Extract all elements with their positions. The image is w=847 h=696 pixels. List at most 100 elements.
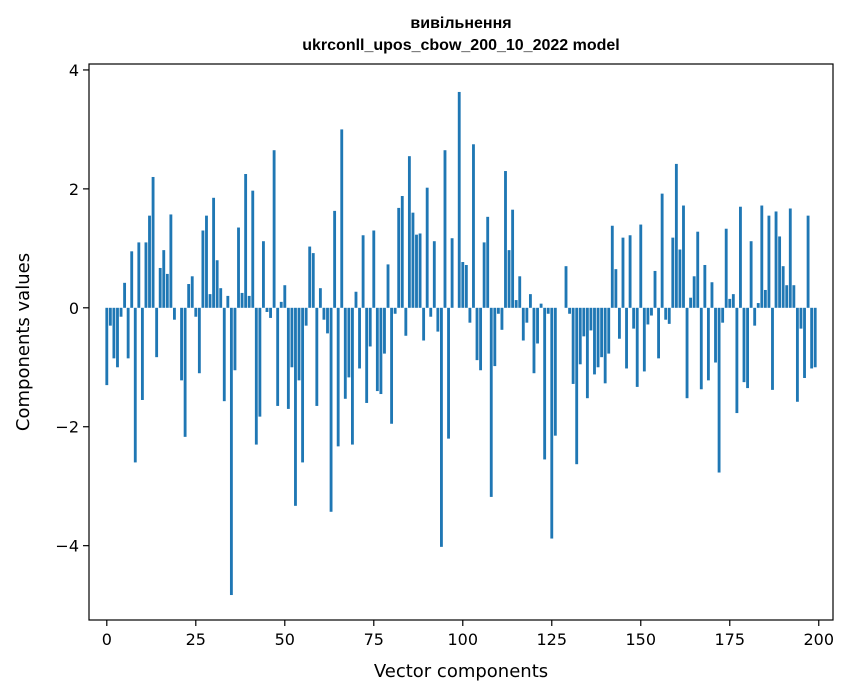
bar-184	[760, 205, 764, 308]
x-tick-label: 50	[275, 630, 295, 649]
bar-153	[650, 307, 653, 316]
bar-104	[475, 307, 479, 361]
bar-109	[493, 307, 497, 367]
bar-118	[525, 307, 529, 323]
bar-32	[219, 288, 223, 308]
bar-36	[233, 307, 237, 371]
bar-198	[810, 307, 814, 369]
x-tick-label: 25	[186, 630, 206, 649]
plot-frame	[88, 63, 834, 621]
bar-102	[468, 307, 472, 323]
x-tick-label: 125	[537, 630, 568, 649]
bar-197	[806, 215, 810, 308]
bar-176	[731, 294, 735, 308]
bar-62	[326, 307, 329, 334]
bar-182	[753, 307, 757, 326]
x-axis-label: Vector components	[374, 661, 548, 682]
bar-166	[696, 231, 700, 308]
bar-183	[756, 303, 760, 308]
bar-180	[746, 307, 749, 389]
bar-81	[393, 307, 397, 314]
bar-152	[646, 307, 650, 325]
bar-3	[116, 307, 119, 368]
bar-193	[792, 285, 796, 308]
bar-83	[400, 196, 404, 308]
bar-6	[126, 307, 130, 359]
bar-149	[635, 307, 639, 387]
bar-192	[788, 208, 792, 308]
bar-9	[137, 242, 141, 308]
bar-145	[621, 237, 625, 308]
bar-113	[507, 250, 511, 308]
bar-161	[678, 249, 682, 308]
bar-139	[600, 307, 604, 358]
bar-31	[215, 260, 219, 308]
bar-194	[795, 307, 799, 402]
bar-51	[286, 307, 290, 409]
bar-27	[201, 230, 205, 308]
bar-92	[432, 241, 436, 308]
bar-187	[771, 307, 774, 390]
bar-115	[514, 300, 518, 308]
bar-163	[685, 307, 689, 399]
bar-89	[422, 307, 426, 341]
y-tick-label: 0	[69, 299, 79, 318]
bar-12	[148, 215, 151, 308]
bar-157	[664, 307, 668, 320]
bar-26	[197, 307, 201, 374]
bar-94	[440, 307, 443, 547]
bar-24	[190, 276, 194, 308]
bar-173	[721, 307, 725, 323]
bar-99	[457, 91, 461, 308]
bar-154	[653, 270, 657, 308]
bar-169	[706, 307, 710, 381]
bar-15	[158, 267, 162, 308]
bar-174	[724, 228, 728, 308]
bar-21	[180, 307, 183, 381]
bar-78	[383, 307, 386, 354]
bar-93	[436, 307, 440, 332]
bar-131	[571, 307, 575, 384]
bar-45	[265, 307, 269, 312]
bar-44	[262, 241, 265, 308]
bar-37	[237, 227, 240, 308]
bar-138	[596, 307, 600, 368]
bar-1	[108, 307, 112, 326]
x-tick-label: 100	[448, 630, 479, 649]
bar-82	[397, 207, 401, 308]
bar-2	[112, 307, 116, 359]
bar-0	[105, 307, 109, 386]
bar-123	[543, 307, 547, 460]
bar-86	[411, 212, 415, 308]
bar-189	[778, 236, 782, 308]
bar-122	[539, 303, 543, 308]
bar-186	[767, 215, 771, 308]
y-tick-label: −2	[55, 418, 79, 437]
bar-28	[205, 215, 208, 308]
bar-195	[799, 307, 803, 329]
y-axis-label: Components values	[13, 253, 34, 431]
bar-160	[674, 163, 678, 308]
bar-178	[739, 206, 742, 308]
bar-112	[504, 171, 507, 308]
bar-87	[415, 234, 418, 308]
bar-42	[254, 307, 258, 445]
bar-190	[781, 266, 785, 308]
bar-170	[710, 282, 714, 308]
bar-18	[169, 214, 173, 308]
bar-124	[546, 307, 550, 314]
bar-46	[269, 307, 272, 318]
bar-150	[639, 224, 643, 308]
bar-108	[489, 307, 493, 497]
bar-59	[315, 307, 319, 406]
bar-53	[294, 307, 297, 506]
chart-subtitle: ukrconll_upos_cbow_200_10_2022 model	[302, 37, 619, 54]
bar-172	[717, 307, 721, 473]
bar-105	[479, 307, 483, 371]
bar-55	[301, 307, 305, 463]
bar-199	[813, 307, 817, 368]
bar-84	[404, 307, 408, 336]
bar-171	[714, 307, 717, 363]
bar-52	[290, 307, 294, 368]
bar-41	[251, 190, 255, 308]
